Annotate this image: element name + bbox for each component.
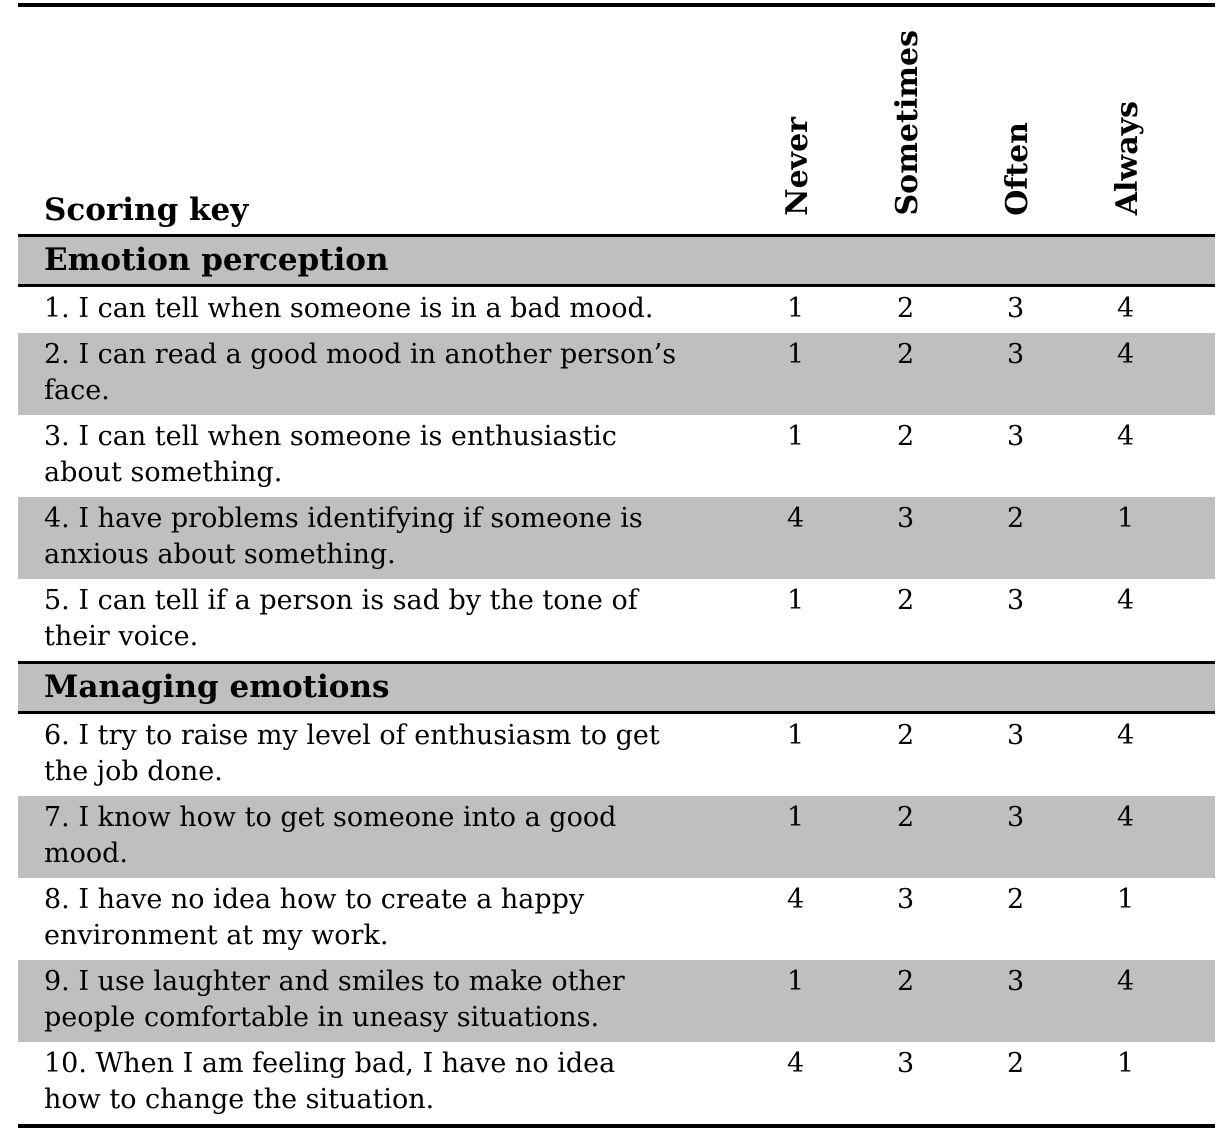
question-text-line2: how to change the situation. [44,1083,435,1115]
score-never: 1 [787,420,805,452]
table-row-q6: 6. I try to raise my level of enthusiasm… [18,712,1215,796]
question-text: 7. I know how to get someone into a good [44,801,617,833]
score-often: 3 [1007,719,1025,751]
score-often: 2 [1007,883,1025,915]
table-header-row: Scoring key Never Sometimes Often Always [18,5,1215,237]
score-never: 1 [773,332,883,415]
score-never: 1 [787,292,805,324]
table-row-q2: 2. I can read a good mood in another per… [18,332,1215,415]
question-text-line2: their voice. [44,620,199,652]
score-sometimes: 3 [897,883,915,915]
table-row-q10: 10. When I am feeling bad, I have no ide… [18,1042,1215,1126]
column-header-cell-always: Always [1103,5,1215,237]
table-row-q9: 9. I use laughter and smiles to make oth… [18,959,1215,1042]
score-always: 4 [1117,584,1135,616]
question-cell: 5. I can tell if a person is sad by the … [18,579,773,663]
score-sometimes: 2 [883,332,993,415]
section-header-managing-emotions: Managing emotions [18,660,1215,714]
score-always: 4 [1117,420,1135,452]
question-cell: 4. I have problems identifying if someon… [18,496,773,579]
score-always: 4 [1103,332,1215,415]
question-text: 10. When I am feeling bad, I have no ide… [44,1047,616,1079]
score-often: 3 [1007,420,1025,452]
score-sometimes: 2 [883,959,993,1042]
question-cell: 10. When I am feeling bad, I have no ide… [18,1042,773,1126]
question-cell: 1. I can tell when someone is in a bad m… [18,285,773,333]
score-often: 3 [993,795,1103,878]
table-row-q7: 7. I know how to get someone into a good… [18,795,1215,878]
score-always: 1 [1117,1047,1135,1079]
table-row-q1: 1. I can tell when someone is in a bad m… [18,285,1215,333]
question-text-line2: the job done. [44,755,223,787]
question-text-line2: mood. [44,837,128,869]
score-always: 4 [1117,292,1135,324]
question-text: 5. I can tell if a person is sad by the … [44,584,638,616]
table-row-q3: 3. I can tell when someone is enthusiast… [18,415,1215,497]
score-never: 4 [787,1047,805,1079]
question-text-line2: environment at my work. [44,919,389,951]
score-never: 1 [773,959,883,1042]
question-cell: 8. I have no idea how to create a happy … [18,878,773,960]
score-often: 3 [993,959,1103,1042]
question-cell: 3. I can tell when someone is enthusiast… [18,415,773,497]
column-header-often: Often [1000,121,1035,216]
question-text-line2: anxious about something. [44,538,396,570]
score-sometimes: 2 [897,719,915,751]
question-cell: 6. I try to raise my level of enthusiasm… [18,712,773,796]
score-sometimes: 2 [897,420,915,452]
score-always: 4 [1103,959,1215,1042]
table-row-q4: 4. I have problems identifying if someon… [18,496,1215,579]
section-label: Managing emotions [18,660,1215,714]
question-text: 2. I can read a good mood in another per… [44,338,677,370]
question-text-line2: face. [44,374,110,406]
section-header-emotion-perception: Emotion perception [18,233,1215,287]
column-header-never: Never [780,116,815,216]
question-cell: 2. I can read a good mood in another per… [18,332,773,415]
question-text: 8. I have no idea how to create a happy [44,883,585,915]
score-often: 2 [1007,1047,1025,1079]
score-always: 4 [1117,719,1135,751]
score-always: 1 [1103,496,1215,579]
table-row-q8: 8. I have no idea how to create a happy … [18,878,1215,960]
score-sometimes: 2 [883,795,993,878]
table-title: Scoring key [18,5,773,237]
column-header-cell-often: Often [993,5,1103,237]
question-text-line2: about something. [44,456,283,488]
question-cell: 7. I know how to get someone into a good… [18,795,773,878]
score-often: 2 [993,496,1103,579]
column-header-sometimes: Sometimes [890,30,925,216]
paper-page: Scoring key Never Sometimes Often Always… [0,3,1220,1144]
question-text: 3. I can tell when someone is enthusiast… [44,420,617,452]
column-header-cell-never: Never [773,5,883,237]
column-header-always: Always [1110,101,1145,216]
score-never: 1 [773,795,883,878]
score-sometimes: 2 [897,584,915,616]
score-sometimes: 3 [883,496,993,579]
question-text: 9. I use laughter and smiles to make oth… [44,965,625,997]
question-text-line2: people comfortable in uneasy situations. [44,1001,600,1033]
scoring-key-table: Scoring key Never Sometimes Often Always… [18,3,1215,1128]
score-never: 4 [787,883,805,915]
score-often: 3 [1007,584,1025,616]
score-always: 1 [1117,883,1135,915]
section-label: Emotion perception [18,233,1215,287]
question-cell: 9. I use laughter and smiles to make oth… [18,959,773,1042]
score-never: 4 [773,496,883,579]
question-text: 1. I can tell when someone is in a bad m… [44,292,654,324]
question-text: 6. I try to raise my level of enthusiasm… [44,719,660,751]
score-always: 4 [1103,795,1215,878]
score-never: 1 [787,719,805,751]
score-sometimes: 2 [897,292,915,324]
question-text: 4. I have problems identifying if someon… [44,502,643,534]
score-never: 1 [787,584,805,616]
score-often: 3 [993,332,1103,415]
score-sometimes: 3 [897,1047,915,1079]
score-often: 3 [1007,292,1025,324]
column-header-cell-sometimes: Sometimes [883,5,993,237]
table-row-q5: 5. I can tell if a person is sad by the … [18,579,1215,663]
